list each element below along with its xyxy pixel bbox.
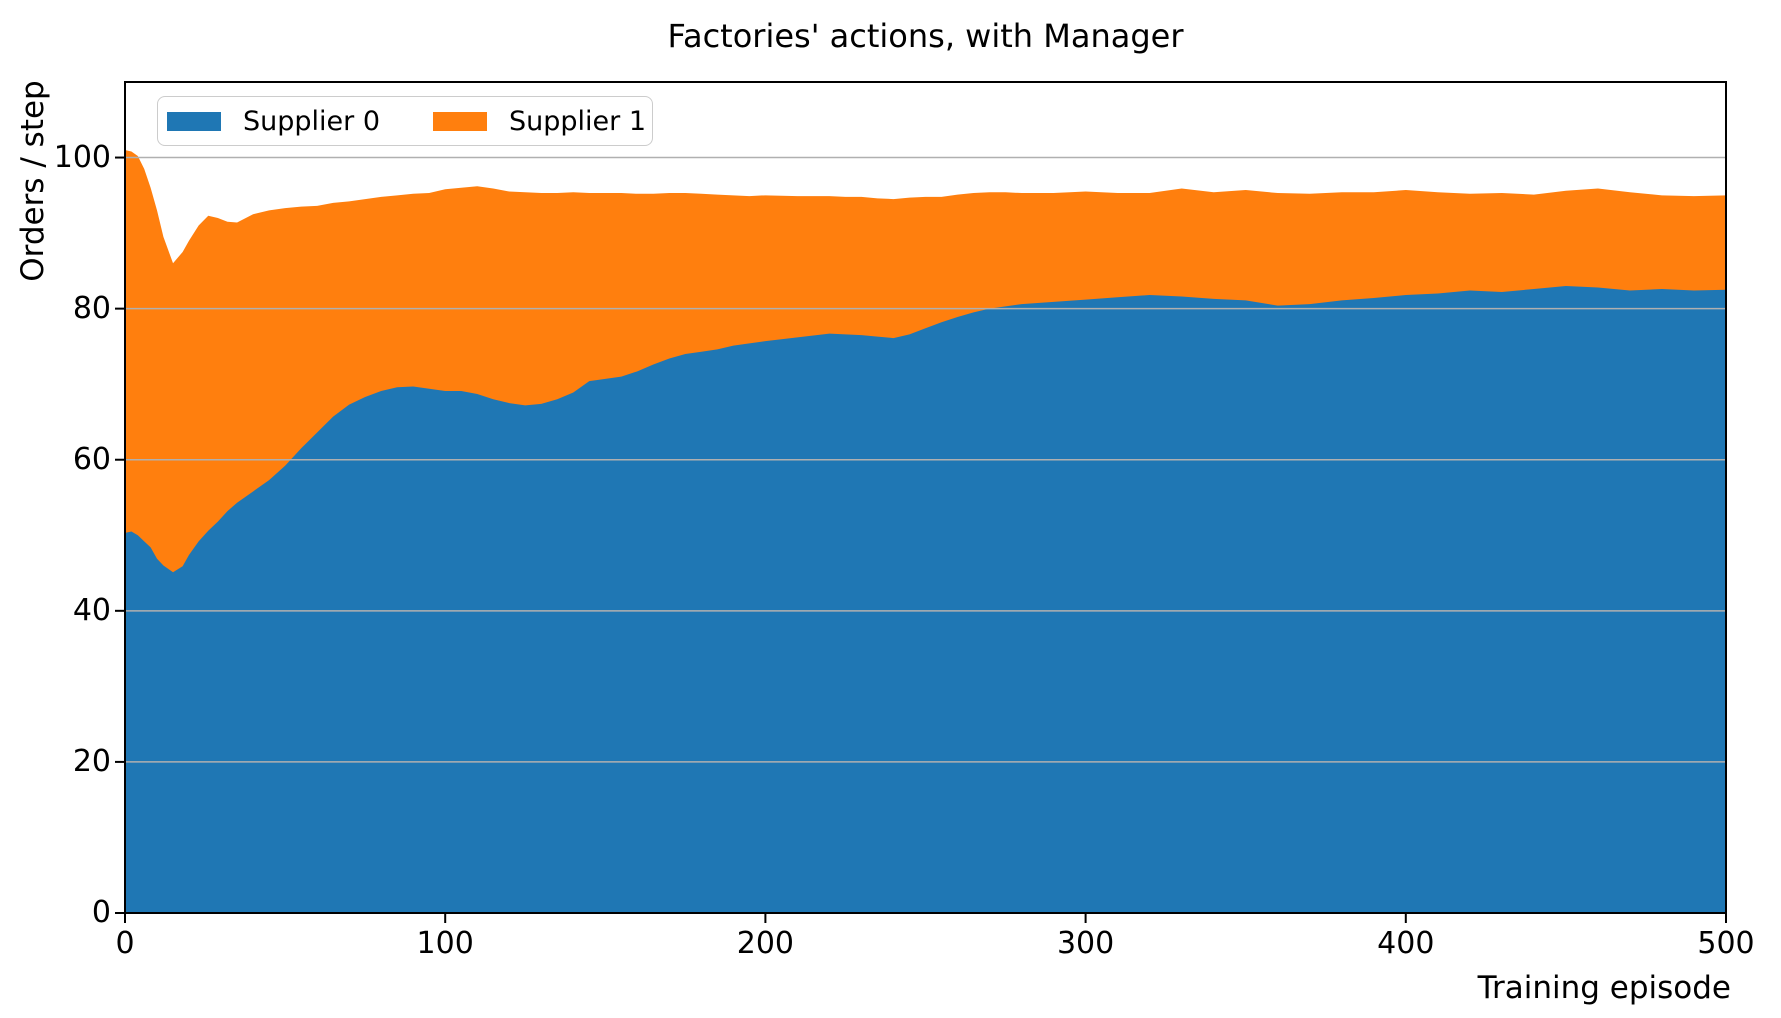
y-tick-label: 40 xyxy=(72,592,111,628)
axes-frame xyxy=(124,81,1727,914)
y-tick-label: 60 xyxy=(72,441,111,477)
legend-label-supplier-0: Supplier 0 xyxy=(243,105,381,137)
legend-label-supplier-1: Supplier 1 xyxy=(509,105,647,137)
x-tick-label: 400 xyxy=(1377,926,1435,961)
y-tick-label: 100 xyxy=(53,139,111,175)
x-axis-label: Training episode xyxy=(1477,970,1731,1006)
stacked-areas xyxy=(125,149,1726,913)
x-tick-label: 200 xyxy=(736,926,795,961)
area-supplier-0 xyxy=(125,285,1726,913)
legend: Supplier 0 Supplier 1 xyxy=(157,96,653,146)
chart-title: Factories' actions, with Manager xyxy=(667,17,1184,55)
tick-marks xyxy=(115,156,1727,923)
x-tick-label: 0 xyxy=(115,926,135,961)
legend-item-supplier-0: Supplier 0 xyxy=(167,106,433,137)
y-axis-label: Orders / step xyxy=(15,80,51,282)
y-tick-label: 80 xyxy=(72,290,111,326)
supplier-1-swatch-icon xyxy=(433,111,487,131)
legend-item-supplier-1: Supplier 1 xyxy=(433,106,646,137)
x-tick-label: 500 xyxy=(1697,926,1755,961)
y-tick-label: 20 xyxy=(72,743,111,779)
gridlines xyxy=(125,156,1726,763)
supplier-0-swatch-icon xyxy=(167,111,221,131)
y-tick-label: 0 xyxy=(91,895,111,930)
x-tick-label: 300 xyxy=(1056,926,1115,961)
x-tick-label: 100 xyxy=(416,926,474,961)
